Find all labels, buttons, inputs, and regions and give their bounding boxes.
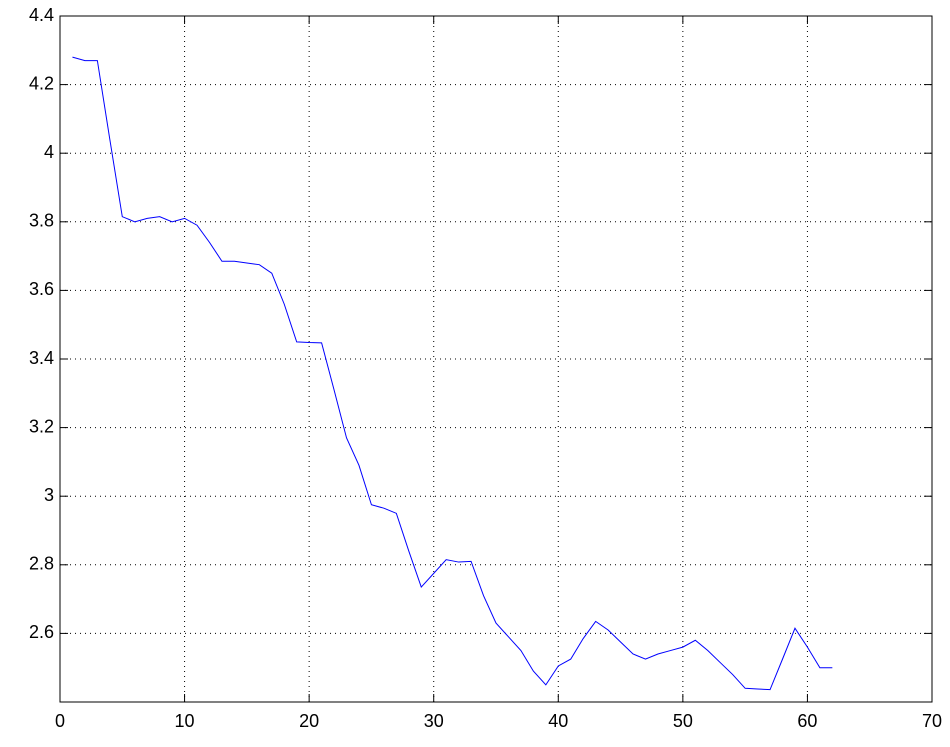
- data-line: [72, 56, 833, 691]
- y-tick-label: 4.4: [29, 5, 54, 25]
- x-tick-label: 10: [175, 711, 195, 731]
- x-tick-label: 50: [673, 711, 693, 731]
- y-tick-label: 4.2: [29, 73, 54, 93]
- x-tick-label: 0: [55, 711, 65, 731]
- x-tick-label: 30: [424, 711, 444, 731]
- y-tick-label: 3.6: [29, 279, 54, 299]
- y-tick-label: 3: [44, 485, 54, 505]
- y-tick-label: 3.8: [29, 211, 54, 231]
- y-tick-label: 2.8: [29, 554, 54, 574]
- y-tick-label: 3.4: [29, 348, 54, 368]
- x-tick-label: 70: [922, 711, 942, 731]
- x-tick-label: 20: [299, 711, 319, 731]
- x-tick-label: 40: [548, 711, 568, 731]
- y-tick-label: 4: [44, 142, 54, 162]
- x-tick-label: 60: [797, 711, 817, 731]
- y-tick-label: 2.6: [29, 622, 54, 642]
- y-tick-label: 3.2: [29, 416, 54, 436]
- axes-box: [59, 15, 933, 703]
